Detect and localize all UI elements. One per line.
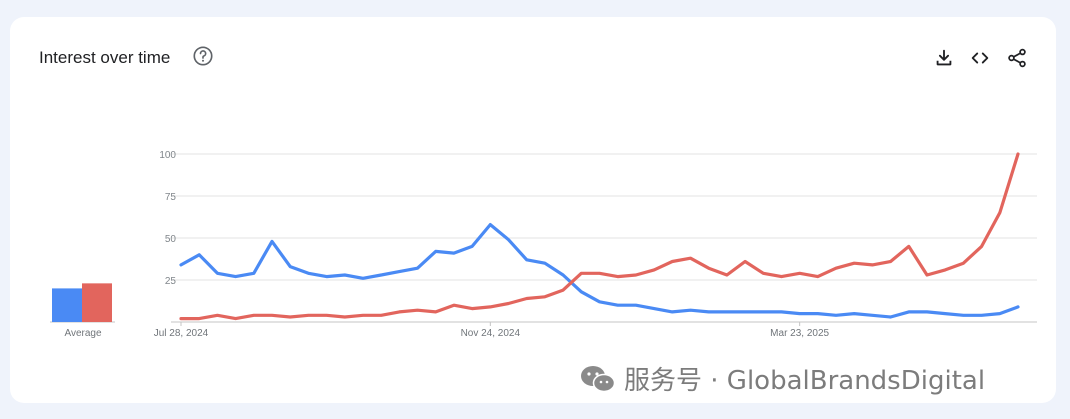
wechat-icon <box>581 365 616 392</box>
y-tick-label: 100 <box>159 150 176 161</box>
x-tick-label: Mar 23, 2025 <box>770 328 829 339</box>
chart-title: Interest over time <box>39 48 171 67</box>
embed-code-icon[interactable] <box>969 47 991 69</box>
y-tick-label: 50 <box>165 234 177 245</box>
average-bar <box>52 288 82 322</box>
y-tick-label: 75 <box>165 192 177 203</box>
x-tick-label: Jul 28, 2024 <box>154 328 209 339</box>
average-bar <box>82 283 112 322</box>
series-line-1 <box>179 152 1020 321</box>
help-circle-icon[interactable] <box>192 45 214 67</box>
x-tick-label: Nov 24, 2024 <box>461 328 521 339</box>
y-tick-label: 25 <box>165 276 177 287</box>
watermark-text: 服务号 · GlobalBrandsDigital <box>624 366 986 396</box>
download-icon[interactable] <box>933 47 955 69</box>
interest-over-time-card: Interest over time 100 75 50 25 Jul 28, 2024… <box>10 17 1056 403</box>
watermark: 服务号 · GlobalBrandsDigital <box>580 360 985 397</box>
series-line-0 <box>179 223 1020 319</box>
average-label: Average <box>64 328 102 339</box>
interest-chart: 100 75 50 25 Jul 28, 2024 Nov 24, 2024 Mar 23,… <box>50 150 1037 339</box>
share-icon[interactable] <box>1006 47 1028 69</box>
